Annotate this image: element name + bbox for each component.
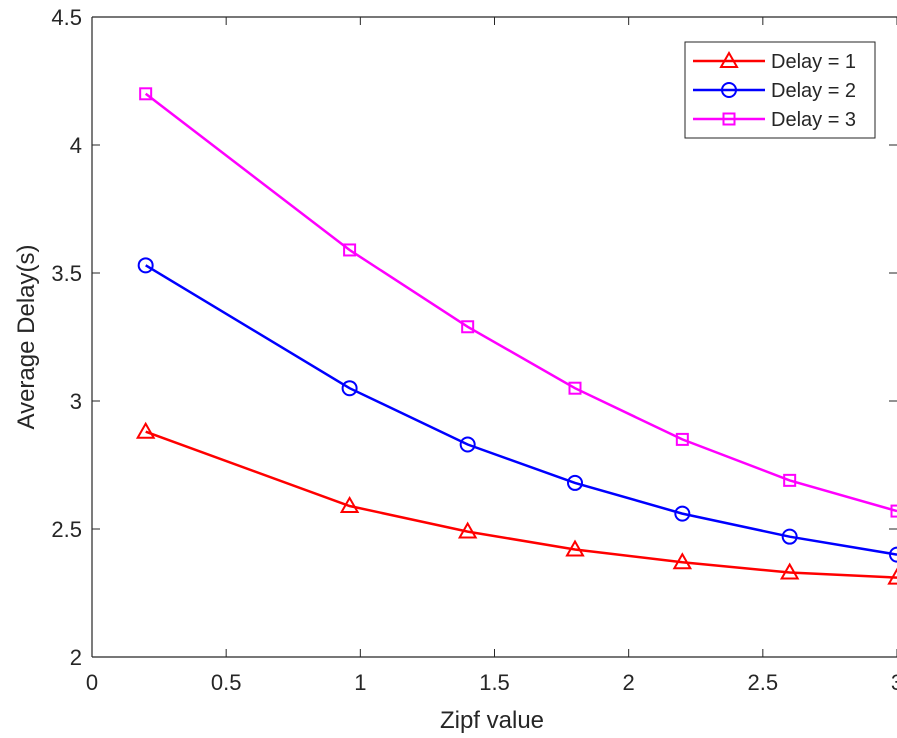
data-point xyxy=(783,473,797,487)
series-1 xyxy=(135,421,897,585)
series-layer xyxy=(135,87,897,585)
y-tick-label: 3 xyxy=(70,389,82,414)
data-point xyxy=(781,528,798,545)
y-tick-label: 4 xyxy=(70,133,82,158)
data-point xyxy=(135,421,156,439)
x-tick-label: 0 xyxy=(86,670,98,695)
legend-item: Delay = 2 xyxy=(693,80,856,102)
data-point xyxy=(343,243,357,257)
series-line xyxy=(145,430,897,579)
axis-frame xyxy=(91,16,897,658)
data-point xyxy=(565,539,585,557)
y-tick-label: 4.5 xyxy=(51,5,82,30)
x-tick-label: 0.5 xyxy=(211,670,242,695)
data-point xyxy=(672,552,693,570)
data-point xyxy=(890,504,897,518)
y-axis-label: Average Delay(s) xyxy=(13,245,40,430)
data-point xyxy=(674,505,691,522)
series-2 xyxy=(137,257,897,563)
x-axis-label: Zipf value xyxy=(440,707,544,734)
tick-marks xyxy=(91,16,897,658)
legend-marker xyxy=(722,112,736,126)
y-tick-label: 3.5 xyxy=(51,261,82,286)
legend-label: Delay = 3 xyxy=(771,109,856,131)
data-point xyxy=(461,320,475,334)
data-point xyxy=(779,562,800,580)
data-point xyxy=(459,436,476,453)
series-3 xyxy=(139,87,897,518)
legend-label: Delay = 1 xyxy=(771,51,856,73)
data-point xyxy=(139,87,153,101)
x-tick-label: 2 xyxy=(623,670,635,695)
data-point xyxy=(675,432,689,446)
series-line xyxy=(144,92,897,513)
x-tick-label: 3 xyxy=(891,670,897,695)
legend-marker xyxy=(719,50,739,68)
data-point xyxy=(137,257,154,274)
x-tick-label: 2.5 xyxy=(748,670,779,695)
legend-label: Delay = 2 xyxy=(771,80,856,102)
legend-item: Delay = 3 xyxy=(693,109,856,131)
data-point xyxy=(339,495,360,513)
data-point xyxy=(889,546,897,563)
legend-marker xyxy=(721,82,737,98)
x-tick-label: 1.5 xyxy=(479,670,510,695)
legend: Delay = 1 Delay = 2 Delay = 3 xyxy=(684,41,876,139)
y-tick-labels: 2 2.5 3 3.5 4 4.5 xyxy=(51,5,82,670)
data-point xyxy=(568,381,582,395)
data-point xyxy=(341,380,358,397)
x-tick-labels: 0 0.5 1 1.5 2 2.5 3 xyxy=(86,670,897,695)
data-point xyxy=(567,474,583,491)
x-tick-label: 1 xyxy=(354,670,366,695)
data-point xyxy=(457,521,478,539)
series-line xyxy=(145,264,897,556)
legend-item: Delay = 1 xyxy=(693,50,856,73)
data-point xyxy=(887,567,897,585)
y-tick-label: 2.5 xyxy=(51,517,82,542)
y-tick-label: 2 xyxy=(70,645,82,670)
